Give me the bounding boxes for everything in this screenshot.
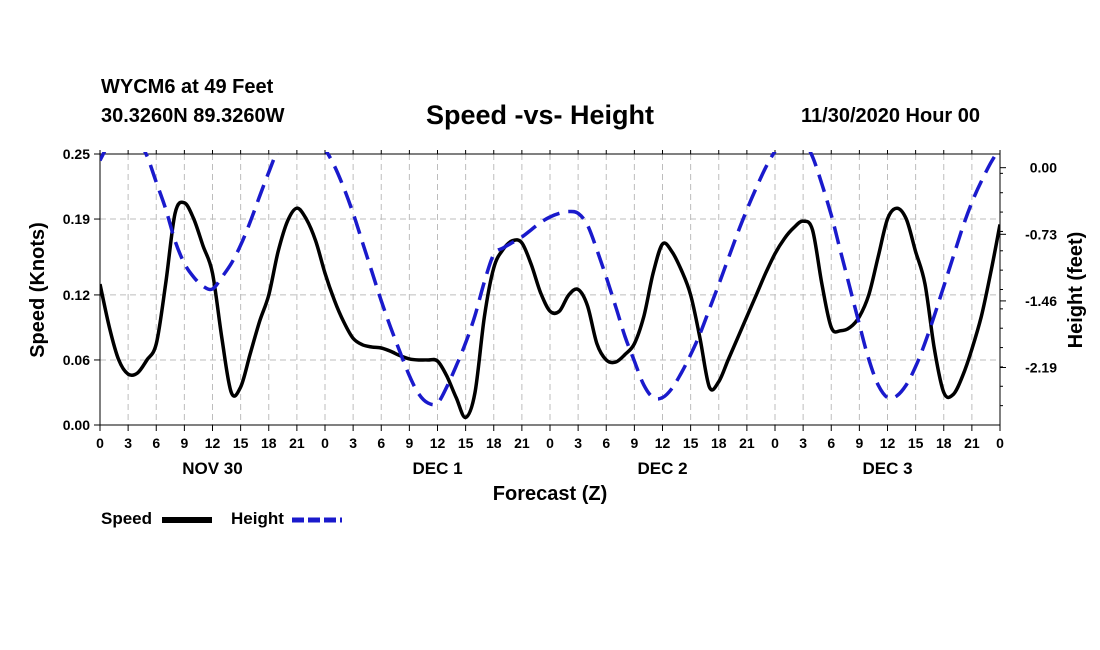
grid — [100, 154, 1000, 425]
x-tick-label: 12 — [205, 435, 221, 451]
x-tick-label: 3 — [349, 435, 357, 451]
x-tick-label: 9 — [180, 435, 188, 451]
y-tick-label: 0.06 — [63, 352, 90, 368]
x-tick-label: 0 — [996, 435, 1004, 451]
station-coordinates: 30.3260N 89.3260W — [101, 105, 285, 127]
x-tick-label: 18 — [936, 435, 952, 451]
x-tick-label: 15 — [458, 435, 474, 451]
x-tick-label: 9 — [630, 435, 638, 451]
y-tick-label: 0.19 — [63, 211, 90, 227]
y-tick-label: 0.12 — [63, 287, 90, 303]
x-tick-label: 15 — [233, 435, 249, 451]
x-tick-label: 18 — [711, 435, 727, 451]
station-title: WYCM6 at 49 Feet — [101, 76, 274, 98]
x-tick-label: 3 — [574, 435, 582, 451]
y2-tick-label: 0.00 — [1030, 160, 1057, 176]
legend-height-label: Height — [231, 509, 284, 528]
y-axis-label: Speed (Knots) — [27, 222, 49, 358]
x-tick-label: 0 — [771, 435, 779, 451]
x-tick-label: 9 — [405, 435, 413, 451]
x-tick-label: 21 — [514, 435, 530, 451]
x-tick-label: 0 — [321, 435, 329, 451]
forecast-datetime: 11/30/2020 Hour 00 — [801, 105, 981, 127]
axes: 0.00 0.06 0.12 0.19 0.25 0.00 -0.73 -1.46 -2.19 0… — [63, 146, 1057, 478]
x-tick-label: 6 — [377, 435, 385, 451]
x-axis-label: Forecast (Z) — [493, 483, 607, 505]
series — [100, 152, 1000, 420]
y-tick-label: 0.00 — [63, 417, 90, 433]
x-tick-label: 21 — [289, 435, 305, 451]
y-tick-label: 0.25 — [63, 146, 90, 162]
x-tick-label: 21 — [739, 435, 755, 451]
x-tick-label: 12 — [655, 435, 671, 451]
series-line-height — [100, 152, 1000, 407]
x-tick-label: 15 — [908, 435, 924, 451]
day-label: DEC 1 — [412, 459, 462, 478]
day-label: DEC 2 — [637, 459, 687, 478]
y2-tick-label: -0.73 — [1025, 226, 1057, 242]
x-tick-label: 18 — [261, 435, 277, 451]
x-tick-label: 12 — [880, 435, 896, 451]
x-tick-label: 6 — [152, 435, 160, 451]
x-tick-label: 0 — [96, 435, 104, 451]
y2-tick-label: -1.46 — [1025, 293, 1057, 309]
series-line-speed — [100, 200, 1000, 420]
x-tick-label: 21 — [964, 435, 980, 451]
x-tick-label: 9 — [855, 435, 863, 451]
x-tick-label: 15 — [683, 435, 699, 451]
x-tick-label: 6 — [602, 435, 610, 451]
x-tick-label: 12 — [430, 435, 446, 451]
legend-speed-label: Speed — [101, 509, 153, 528]
x-tick-label: 3 — [799, 435, 807, 451]
chart-title: Speed -vs- Height — [426, 100, 655, 130]
y2-tick-label: -2.19 — [1025, 360, 1057, 376]
day-label: DEC 3 — [862, 459, 912, 478]
x-tick-label: 6 — [827, 435, 835, 451]
x-tick-label: 18 — [486, 435, 502, 451]
day-label: NOV 30 — [182, 459, 242, 478]
x-tick-label: 0 — [546, 435, 554, 451]
x-tick-label: 3 — [124, 435, 132, 451]
y2-axis-label: Height (feet) — [1065, 232, 1087, 349]
